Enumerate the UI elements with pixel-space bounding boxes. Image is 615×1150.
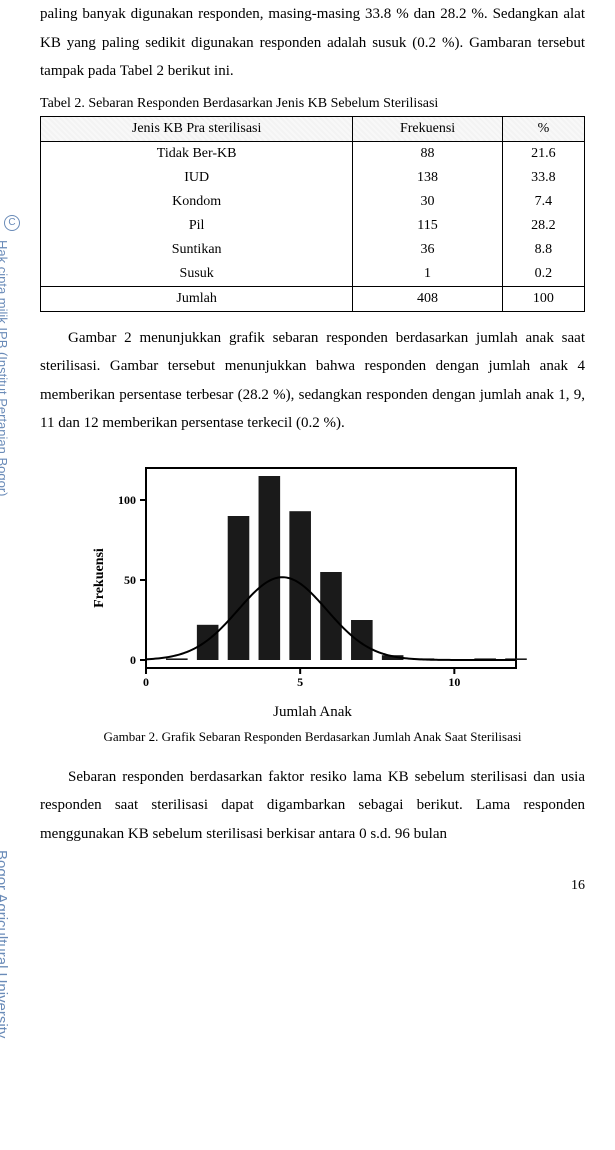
cell-pct: 28.2 — [502, 214, 584, 238]
x-axis-label: Jumlah Anak — [40, 704, 585, 721]
y-axis-label: Frekuensi — [91, 548, 107, 608]
paragraph-intro: paling banyak digunakan responden, masin… — [40, 0, 585, 86]
table-row: Tidak Ber-KB 88 21.6 — [41, 141, 585, 166]
table-total-row: Jumlah 408 100 — [41, 286, 585, 311]
cell-total-pct: 100 — [502, 286, 584, 311]
cell-pct: 21.6 — [502, 141, 584, 166]
histogram-chart: Frekuensi 0501000510 — [98, 458, 528, 698]
cell-freq: 36 — [353, 238, 503, 262]
figure-caption: Gambar 2. Grafik Sebaran Responden Berda… — [40, 729, 585, 745]
table-row: Susuk 1 0.2 — [41, 262, 585, 287]
watermark-bau: Bogor Agricultural University — [0, 850, 10, 1038]
table-row: Suntikan 36 8.8 — [41, 238, 585, 262]
svg-text:100: 100 — [118, 493, 136, 507]
svg-text:0: 0 — [143, 675, 149, 689]
table-caption: Tabel 2. Sebaran Responden Berdasarkan J… — [40, 96, 585, 112]
watermark-ipb: Hak cipta milik IPB (Institut Pertanian … — [0, 240, 10, 497]
col-header-freq: Frekuensi — [353, 116, 503, 141]
cell-freq: 138 — [353, 166, 503, 190]
cell-name: Suntikan — [41, 238, 353, 262]
data-table: Jenis KB Pra sterilisasi Frekuensi % Tid… — [40, 116, 585, 312]
cell-pct: 8.8 — [502, 238, 584, 262]
svg-text:0: 0 — [130, 653, 136, 667]
cell-total-label: Jumlah — [41, 286, 353, 311]
copyright-mark: C — [4, 215, 20, 231]
svg-text:5: 5 — [297, 675, 303, 689]
svg-text:10: 10 — [448, 675, 460, 689]
cell-name: Tidak Ber-KB — [41, 141, 353, 166]
svg-text:50: 50 — [124, 573, 136, 587]
cell-name: Pil — [41, 214, 353, 238]
cell-freq: 88 — [353, 141, 503, 166]
cell-name: Susuk — [41, 262, 353, 287]
cell-freq: 115 — [353, 214, 503, 238]
cell-pct: 7.4 — [502, 190, 584, 214]
table-row: IUD 138 33.8 — [41, 166, 585, 190]
col-header-name: Jenis KB Pra sterilisasi — [41, 116, 353, 141]
cell-freq: 30 — [353, 190, 503, 214]
page-number: 16 — [40, 878, 585, 894]
table-row: Pil 115 28.2 — [41, 214, 585, 238]
table-row: Kondom 30 7.4 — [41, 190, 585, 214]
cell-name: Kondom — [41, 190, 353, 214]
cell-name: IUD — [41, 166, 353, 190]
chart-svg: 0 50 100 0 5 10 — [98, 458, 528, 698]
table-header-row: Jenis KB Pra sterilisasi Frekuensi % — [41, 116, 585, 141]
cell-pct: 0.2 — [502, 262, 584, 287]
cell-pct: 33.8 — [502, 166, 584, 190]
cell-total-freq: 408 — [353, 286, 503, 311]
paragraph-after: Sebaran responden berdasarkan faktor res… — [40, 763, 585, 849]
col-header-pct: % — [502, 116, 584, 141]
cell-freq: 1 — [353, 262, 503, 287]
paragraph-body: Gambar 2 menunjukkan grafik sebaran resp… — [40, 324, 585, 438]
